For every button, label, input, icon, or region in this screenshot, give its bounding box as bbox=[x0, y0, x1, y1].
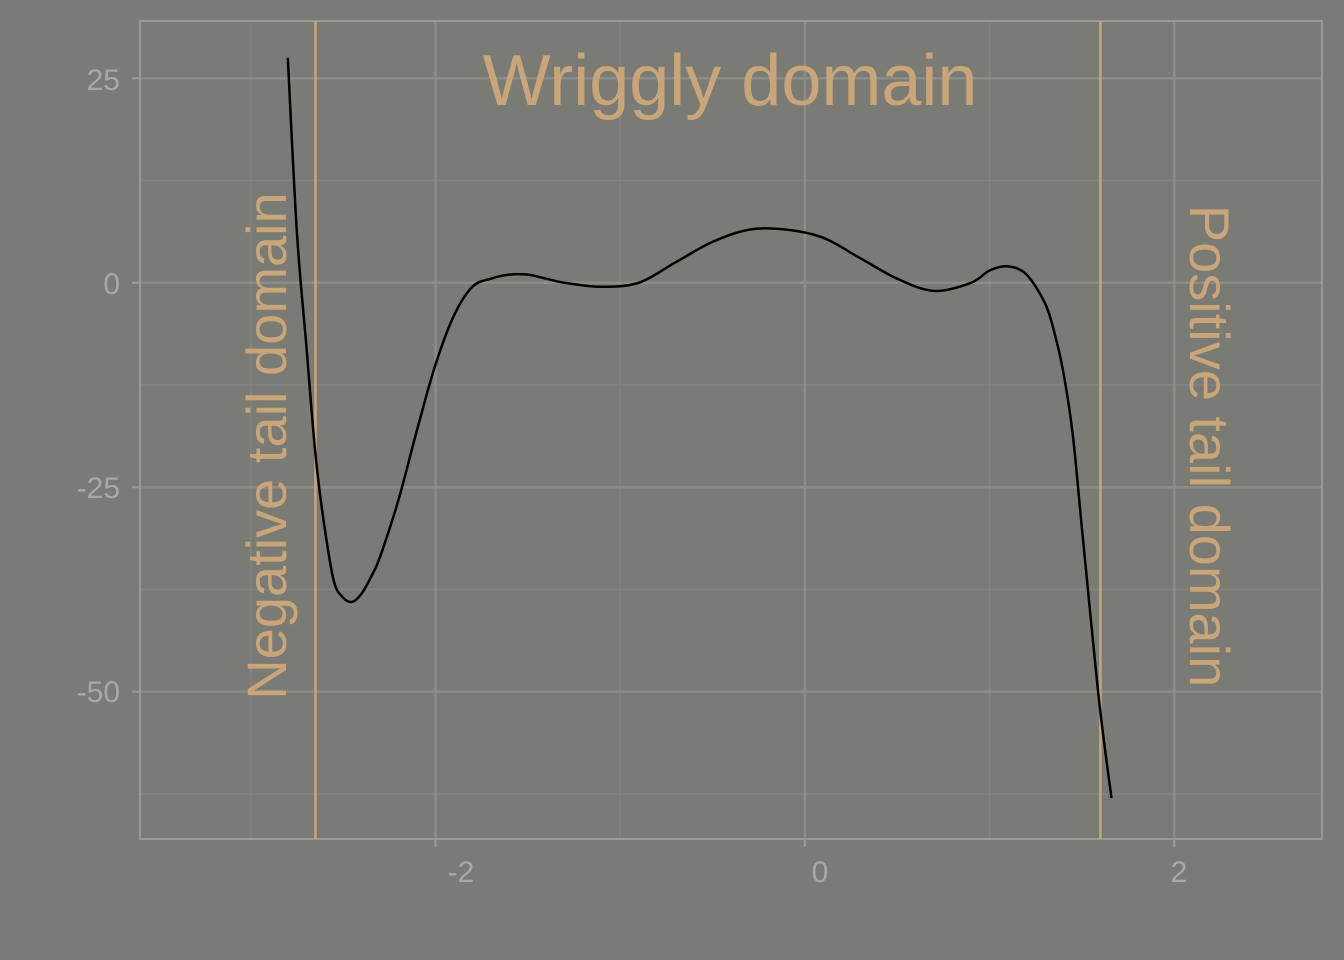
y-tick-label: 25 bbox=[87, 64, 120, 97]
series-point bbox=[324, 527, 326, 529]
annotation-negative-tail-domain: Negative tail domain bbox=[235, 192, 298, 699]
x-axis: -2 0 2 bbox=[434, 839, 1188, 889]
y-axis: 25 0 -25 -50 bbox=[77, 64, 140, 709]
series-point bbox=[333, 580, 335, 582]
x-tick-label: 2 bbox=[1171, 856, 1188, 889]
series-point bbox=[601, 286, 603, 288]
y-tick-label: 0 bbox=[103, 268, 120, 301]
series-point bbox=[370, 576, 372, 578]
series-point bbox=[859, 257, 861, 259]
major-gridlines bbox=[140, 21, 1322, 839]
series-point bbox=[1090, 621, 1092, 623]
series-point bbox=[471, 286, 473, 288]
series-point bbox=[398, 499, 400, 501]
series-point bbox=[989, 269, 991, 271]
series-point bbox=[490, 278, 492, 280]
series-point bbox=[1081, 527, 1083, 529]
series-point bbox=[675, 261, 677, 263]
x-tick-label: -2 bbox=[448, 856, 475, 889]
series-point bbox=[1072, 433, 1074, 435]
minor-gridlines bbox=[140, 21, 1322, 839]
plot-panel bbox=[139, 20, 1323, 840]
series-point bbox=[379, 556, 381, 558]
series-point bbox=[822, 237, 824, 239]
series-point bbox=[453, 314, 455, 316]
series-point bbox=[564, 282, 566, 284]
annotation-positive-tail-domain: Positive tail domain bbox=[1178, 205, 1241, 687]
series-point bbox=[1026, 274, 1028, 276]
series-point bbox=[1110, 797, 1112, 799]
series-point bbox=[342, 597, 344, 599]
series-points bbox=[287, 57, 1113, 799]
series-line bbox=[286, 57, 1113, 799]
series-point bbox=[351, 601, 353, 603]
series-point bbox=[1062, 372, 1064, 374]
series-point bbox=[1099, 711, 1101, 713]
series-point bbox=[1044, 302, 1046, 304]
series-point bbox=[545, 278, 547, 280]
domain-boundaries bbox=[314, 21, 1102, 839]
series-point bbox=[712, 241, 714, 243]
x-axis-ticks bbox=[434, 839, 1176, 847]
panel-border bbox=[139, 20, 1323, 840]
y-tick-label: -50 bbox=[77, 676, 120, 709]
series-point bbox=[1007, 265, 1009, 267]
series-point bbox=[933, 290, 935, 292]
series-point bbox=[305, 343, 307, 345]
series-point bbox=[896, 278, 898, 280]
y-axis-ticks bbox=[132, 77, 140, 693]
series-point bbox=[508, 274, 510, 276]
series-point bbox=[314, 454, 316, 456]
x-tick-label: 0 bbox=[812, 856, 829, 889]
series-point bbox=[361, 593, 363, 595]
series-point bbox=[1053, 331, 1055, 333]
series-point bbox=[970, 282, 972, 284]
y-tick-label: -25 bbox=[77, 472, 120, 505]
series-point bbox=[638, 282, 640, 284]
series-point bbox=[435, 364, 437, 366]
series-point bbox=[416, 429, 418, 431]
annotation-wriggly-domain: Wriggly domain bbox=[483, 41, 978, 121]
series-point bbox=[748, 229, 750, 231]
series-point bbox=[785, 229, 787, 231]
series-point bbox=[527, 274, 529, 276]
series-point bbox=[287, 57, 289, 59]
